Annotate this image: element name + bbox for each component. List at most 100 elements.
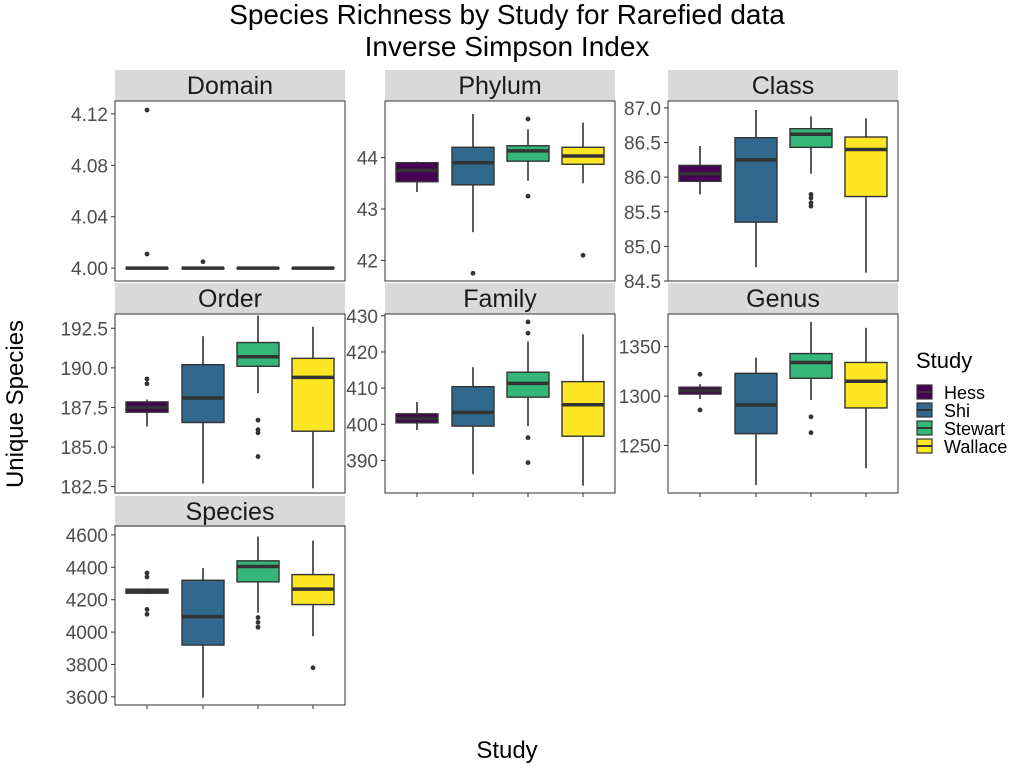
outlier-phylum-wallace-0 <box>580 252 586 258</box>
panel-phylum: Phylum 42 43 44 <box>357 70 616 282</box>
box-family-wallace <box>561 334 605 486</box>
y-tick-label-species-2: 4000 <box>66 623 108 644</box>
panel-family: Family 390 400 410 420 430 <box>346 283 616 497</box>
strip-species <box>115 496 345 527</box>
y-tick-label-domain-3: 4.12 <box>71 105 108 126</box>
y-tick-label-class-0: 84.5 <box>624 272 661 293</box>
y-tick-label-order-2: 187.5 <box>60 398 108 419</box>
legend-label-stewart: Stewart <box>944 419 1005 439</box>
outlier-genus-stewart-1 <box>808 414 814 420</box>
box-domain-shi <box>181 259 225 270</box>
outlier-genus-stewart-0 <box>808 430 814 436</box>
box-body-class-shi <box>734 136 778 223</box>
panel-order: Order 182.5 185.0 187.5 190.0 192.5 <box>60 283 346 499</box>
box-genus-shi <box>734 357 778 486</box>
legend-label-shi: Shi <box>944 401 970 421</box>
box-domain-stewart <box>236 266 280 270</box>
panel-species: Species 3600 3800 4000 4200 4400 4600 <box>66 496 346 709</box>
y-tick-label-species-5: 4600 <box>66 526 108 547</box>
y-tick-label-species-3: 4200 <box>66 591 108 612</box>
outlier-order-stewart-2 <box>255 427 261 433</box>
box-species-hess <box>125 570 169 617</box>
outlier-species-wallace-0 <box>310 665 316 671</box>
strip-genus <box>668 283 898 314</box>
panel-domain: Domain 4.00 4.04 4.08 4.12 <box>71 70 346 282</box>
y-tick-label-order-3: 190.0 <box>60 359 108 380</box>
panel-class: Class 84.5 85.0 85.5 86.0 86.5 87.0 <box>624 70 899 293</box>
legend-label-wallace: Wallace <box>944 437 1007 457</box>
legend-title: Study <box>916 348 972 373</box>
y-tick-label-family-4: 430 <box>346 307 378 328</box>
box-class-shi <box>734 110 778 268</box>
outlier-family-stewart-3 <box>525 319 531 325</box>
strip-label-domain: Domain <box>187 72 273 100</box>
box-phylum-stewart <box>506 116 550 199</box>
y-tick-label-class-2: 85.5 <box>624 203 661 224</box>
outlier-class-stewart-2 <box>808 195 814 201</box>
box-order-shi <box>181 336 225 484</box>
outlier-species-stewart-0 <box>255 624 261 630</box>
box-genus-stewart <box>789 321 833 436</box>
box-phylum-shi <box>451 113 495 276</box>
y-tick-label-family-1: 400 <box>346 415 378 436</box>
box-phylum-hess <box>395 161 439 193</box>
outlier-domain-shi-0 <box>200 259 206 265</box>
chart-title-line1: Species Richness by Study for Rarefied d… <box>229 0 785 30</box>
y-tick-label-order-0: 182.5 <box>60 478 108 499</box>
legend-label-hess: Hess <box>944 383 985 403</box>
outlier-phylum-shi-0 <box>470 270 476 276</box>
y-tick-label-species-1: 3800 <box>66 656 108 677</box>
y-tick-label-phylum-0: 42 <box>357 251 378 272</box>
outlier-class-stewart-1 <box>808 200 814 206</box>
outlier-genus-hess-0 <box>697 407 703 413</box>
y-tick-label-family-2: 410 <box>346 379 378 400</box>
strip-family <box>385 283 615 314</box>
box-body-family-shi <box>451 385 495 427</box>
box-body-genus-wallace <box>844 361 888 409</box>
box-body-species-stewart <box>236 560 280 583</box>
outlier-family-stewart-2 <box>525 330 531 336</box>
y-tick-label-class-4: 86.5 <box>624 134 661 155</box>
box-body-order-wallace <box>291 357 335 432</box>
box-body-genus-stewart <box>789 352 833 379</box>
box-body-order-stewart <box>236 341 280 367</box>
strip-domain <box>115 70 345 101</box>
outlier-domain-hess-1 <box>144 107 150 113</box>
panel-border-order <box>114 313 346 494</box>
outlier-species-hess-3 <box>144 570 150 576</box>
y-tick-label-genus-1: 1300 <box>619 387 661 408</box>
outlier-species-stewart-1 <box>255 619 261 625</box>
box-class-wallace <box>844 118 888 273</box>
panel-border-phylum <box>384 100 616 282</box>
outlier-species-hess-1 <box>144 607 150 612</box>
box-family-shi <box>451 367 495 475</box>
box-body-class-wallace <box>844 136 888 198</box>
y-tick-label-genus-0: 1250 <box>619 437 661 458</box>
x-axis-title: Study <box>476 737 537 764</box>
strip-label-phylum: Phylum <box>458 72 541 100</box>
strip-label-species: Species <box>186 498 275 526</box>
y-tick-label-family-3: 420 <box>346 343 378 364</box>
box-order-wallace <box>291 326 335 489</box>
outlier-order-stewart-0 <box>255 454 261 459</box>
box-genus-wallace <box>844 327 888 469</box>
y-tick-label-species-0: 3600 <box>66 688 108 709</box>
y-tick-label-phylum-1: 43 <box>357 200 378 221</box>
y-tick-label-class-1: 85.0 <box>624 237 661 258</box>
outlier-family-stewart-1 <box>525 435 531 441</box>
box-genus-hess <box>678 371 722 413</box>
outlier-domain-hess-0 <box>144 251 150 257</box>
outlier-order-hess-0 <box>144 381 150 387</box>
panel-genus: Genus 1250 1300 1350 <box>619 283 899 497</box>
y-tick-label-species-4: 4400 <box>66 558 108 579</box>
panel-border-genus <box>667 313 899 494</box>
outlier-phylum-stewart-1 <box>525 116 531 122</box>
outlier-order-stewart-3 <box>255 417 261 423</box>
box-body-phylum-stewart <box>506 145 550 162</box>
strip-label-order: Order <box>198 285 262 313</box>
box-species-stewart <box>236 536 280 630</box>
strip-label-genus: Genus <box>746 285 820 313</box>
box-order-stewart <box>236 315 280 459</box>
